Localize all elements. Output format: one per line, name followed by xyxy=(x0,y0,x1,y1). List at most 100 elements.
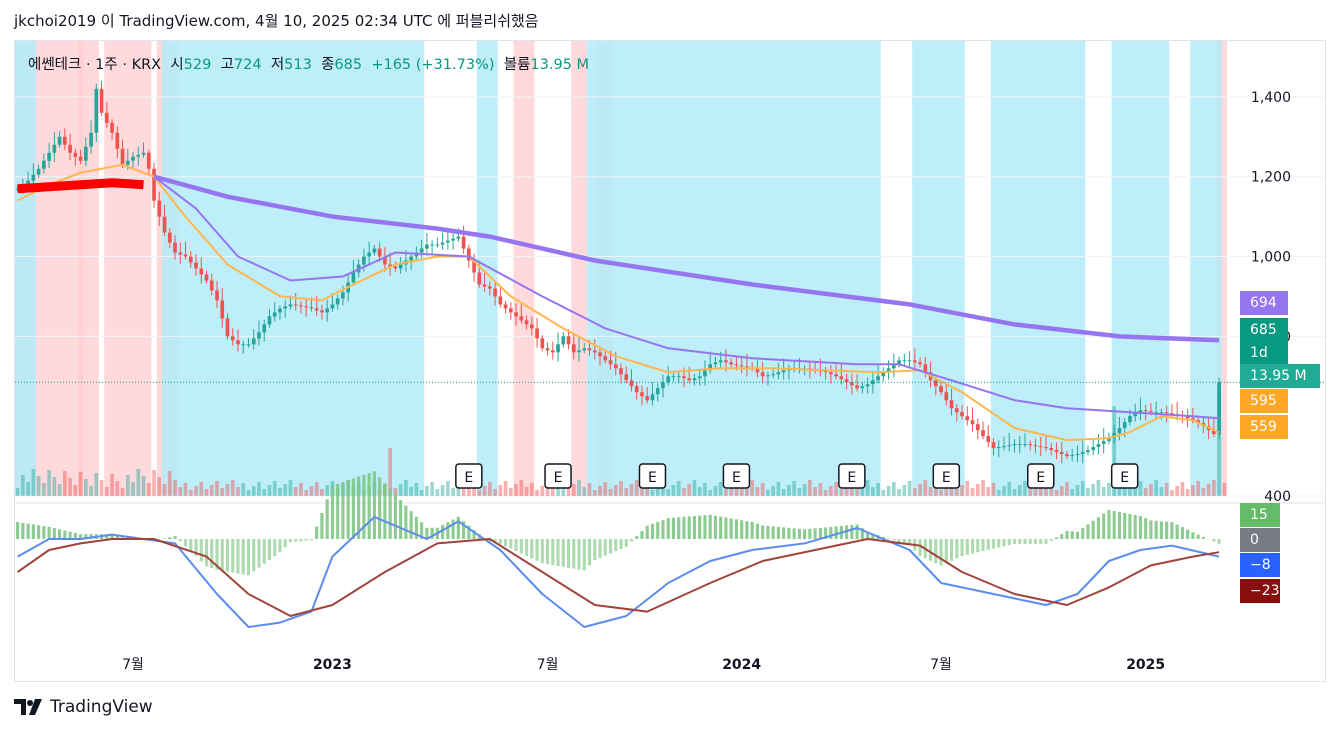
macd-histogram-bar xyxy=(189,539,193,552)
candle-body xyxy=(981,430,985,437)
candle-body xyxy=(766,375,770,377)
candle-body xyxy=(933,380,938,387)
candle-body xyxy=(881,372,886,377)
volume-bar xyxy=(524,487,529,496)
legend-open: 529 xyxy=(183,57,212,73)
candle-body xyxy=(278,308,282,313)
candle-body xyxy=(624,374,629,381)
candle-body xyxy=(666,376,671,383)
volume-bar xyxy=(587,483,592,496)
candle-body xyxy=(619,368,623,375)
volume-bar xyxy=(1049,483,1054,496)
candle-body xyxy=(362,256,366,265)
legend-symbol[interactable]: 에쎈테크 · 1주 · KRX xyxy=(28,57,162,73)
macd-histogram-bar xyxy=(871,533,875,539)
volume-bar xyxy=(1164,483,1169,496)
candle-body xyxy=(1054,450,1059,453)
volume-bar xyxy=(676,481,681,496)
candle-body xyxy=(561,336,566,345)
macd-histogram-bar xyxy=(1023,539,1027,544)
main-chart-svg[interactable]: EEEEEEEE1,4001,2001,0008004007월20237월202… xyxy=(15,41,1325,681)
macd-histogram-bar xyxy=(1007,539,1011,546)
candle-body xyxy=(299,305,303,307)
macd-histogram-bar xyxy=(351,478,355,539)
macd-histogram-bar xyxy=(729,518,733,539)
macd-histogram-bar xyxy=(970,539,975,554)
earnings-marker xyxy=(638,463,667,489)
volume-bar xyxy=(944,486,949,496)
volume-bar xyxy=(939,490,943,496)
volume-bar xyxy=(1070,489,1075,496)
volume-bar xyxy=(1086,488,1090,496)
macd-histogram-bar xyxy=(797,528,801,539)
macd-histogram-bar xyxy=(960,539,964,556)
candle-body xyxy=(325,308,330,313)
macd-histogram-bar xyxy=(1039,539,1043,544)
earnings-marker-label: E xyxy=(847,470,856,486)
candle-body xyxy=(309,307,314,309)
chart-frame[interactable]: EEEEEEEE1,4001,2001,0008004007월20237월202… xyxy=(14,40,1326,682)
candle-body xyxy=(31,174,36,181)
volume-bar xyxy=(435,489,440,496)
candle-body xyxy=(83,146,88,161)
volume-bar xyxy=(960,485,964,496)
candle-body xyxy=(477,272,482,285)
macd-histogram-bar xyxy=(997,539,1001,548)
price-badge: 559 xyxy=(1240,415,1288,439)
candle-body xyxy=(304,306,309,308)
volume-bar xyxy=(1112,406,1117,496)
volume-bar xyxy=(283,484,288,496)
volume-bar xyxy=(393,488,398,496)
macd-histogram-bar xyxy=(991,539,996,549)
volume-bar xyxy=(813,487,817,496)
shade-red-5 xyxy=(571,41,587,496)
volume-bar xyxy=(1185,489,1190,496)
candle-body xyxy=(745,366,749,368)
candle-body xyxy=(519,316,524,321)
candle-body xyxy=(467,248,471,261)
tradingview-logo[interactable]: TradingView xyxy=(14,697,153,717)
candle-body xyxy=(1154,412,1159,414)
macd-histogram-bar xyxy=(582,539,586,571)
candle-body xyxy=(251,338,256,345)
candle-body xyxy=(178,252,183,255)
candle-body xyxy=(1080,452,1085,455)
volume-bar xyxy=(1143,488,1148,496)
candle-body xyxy=(1096,444,1101,448)
volume-bar xyxy=(136,469,141,496)
volume-bar xyxy=(928,487,933,496)
candle-body xyxy=(272,312,277,317)
candle-body xyxy=(729,362,734,365)
candle-body xyxy=(246,344,251,346)
candle-body xyxy=(15,188,20,190)
volume-bar xyxy=(419,490,424,496)
candle-body xyxy=(283,306,288,309)
candle-body xyxy=(425,244,429,249)
macd-histogram-bar xyxy=(661,519,665,539)
candle-body xyxy=(577,350,581,353)
macd-histogram-bar xyxy=(456,516,460,539)
volume-bar xyxy=(115,481,120,496)
volume-bar xyxy=(823,490,828,496)
macd-histogram-bar xyxy=(372,471,376,539)
candle-body xyxy=(587,348,592,351)
macd-histogram-bar xyxy=(514,539,518,552)
macd-histogram-bar xyxy=(750,522,754,539)
candle-body xyxy=(1122,422,1127,429)
candle-body xyxy=(1149,411,1153,413)
candle-body xyxy=(650,394,655,401)
macd-histogram-bar xyxy=(446,522,450,539)
volume-bar xyxy=(73,485,78,496)
candle-body xyxy=(472,260,476,273)
candle-body xyxy=(236,340,240,345)
earnings-marker xyxy=(1026,463,1055,489)
candle-body xyxy=(682,376,686,379)
macd-histogram-bar xyxy=(787,527,791,539)
macd-histogram-bar xyxy=(273,539,277,557)
volume-bar xyxy=(409,487,413,496)
macd-histogram-bar xyxy=(1065,530,1069,539)
volume-bar xyxy=(482,486,487,496)
volume-bar xyxy=(440,485,445,496)
candle-body xyxy=(1028,444,1033,446)
macd-histogram-bar xyxy=(336,483,340,539)
